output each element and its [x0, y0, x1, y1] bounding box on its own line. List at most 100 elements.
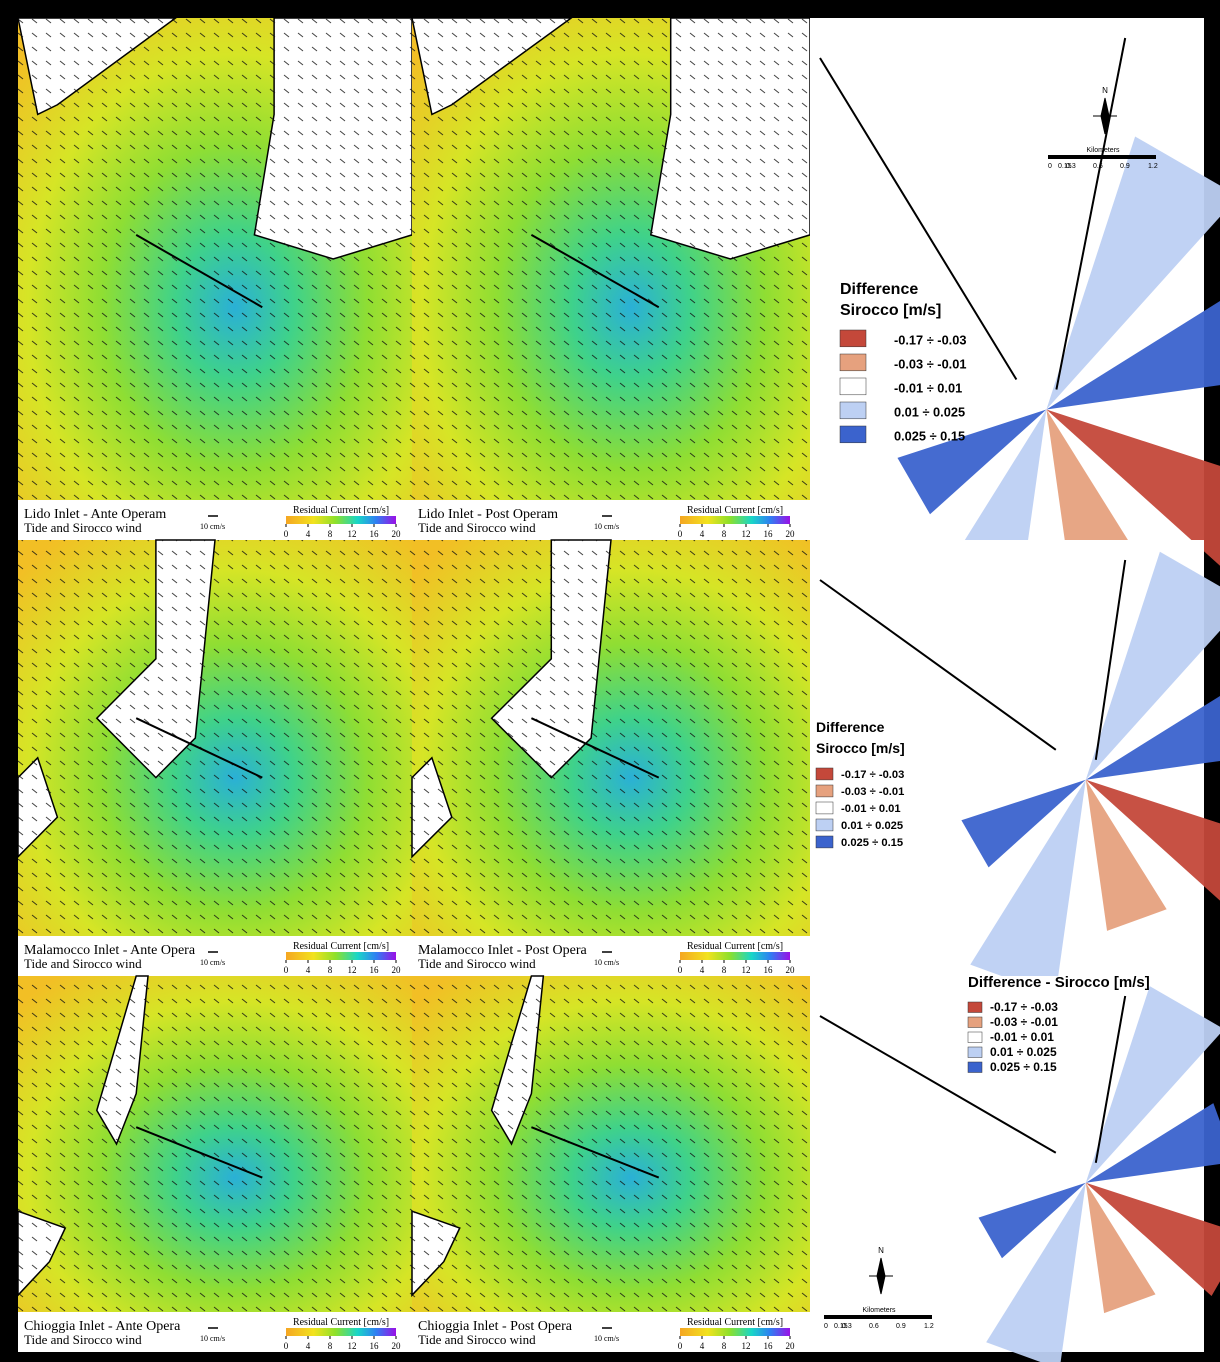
- panel-subtitle: Tide and Sirocco wind: [24, 520, 142, 535]
- colorbar-tick-label: 4: [700, 1341, 705, 1351]
- legend-swatch: [968, 1017, 982, 1028]
- panel-subtitle: Tide and Sirocco wind: [24, 956, 142, 971]
- colorbar-tick-label: 20: [392, 529, 402, 539]
- colorbar: [286, 1328, 396, 1336]
- scale-label: 0.6: [1093, 163, 1103, 170]
- colorbar-tick-label: 8: [722, 1341, 727, 1351]
- colorbar-tick-label: 0: [284, 529, 289, 539]
- legend-swatch: [840, 330, 866, 347]
- vector-field: [18, 540, 412, 936]
- legend-title: Difference: [816, 719, 885, 735]
- colorbar: [680, 1328, 790, 1336]
- panel-subtitle: Tide and Sirocco wind: [418, 520, 536, 535]
- vector-field: [412, 540, 810, 936]
- legend-title: Sirocco [m/s]: [840, 302, 941, 319]
- colorbar-tick-label: 0: [284, 1341, 289, 1351]
- legend-swatch: [840, 402, 866, 419]
- colorbar-title: Residual Current [cm/s]: [293, 1317, 389, 1328]
- colorbar-tick-label: 4: [306, 965, 311, 975]
- scale-unit: Kilometers: [862, 1307, 896, 1314]
- colorbar-title: Residual Current [cm/s]: [687, 941, 783, 952]
- arrow-label: 10 cm/s: [594, 1334, 619, 1343]
- legend-label: -0.01 ÷ 0.01: [990, 1030, 1054, 1044]
- colorbar-tick-label: 12: [742, 529, 751, 539]
- scale-label: 1.2: [1148, 163, 1158, 170]
- colorbar-tick-label: 12: [348, 1341, 357, 1351]
- legend-swatch: [816, 836, 833, 848]
- colorbar-tick-label: 0: [678, 965, 683, 975]
- legend-swatch: [816, 802, 833, 814]
- legend-swatch: [840, 426, 866, 443]
- north-label: N: [1102, 86, 1108, 95]
- legend-swatch: [816, 819, 833, 831]
- colorbar: [680, 516, 790, 524]
- colorbar-title: Residual Current [cm/s]: [293, 941, 389, 952]
- scale-label: 1.2: [924, 1323, 934, 1330]
- legend-title: Sirocco [m/s]: [816, 740, 905, 756]
- scale-label: 0: [824, 1323, 828, 1330]
- colorbar-tick-label: 8: [722, 529, 727, 539]
- colorbar-tick-label: 16: [370, 529, 380, 539]
- legend-swatch: [816, 785, 833, 797]
- scale-label: 0.9: [896, 1323, 906, 1330]
- arrow-label: 10 cm/s: [594, 522, 619, 531]
- colorbar-tick-label: 8: [328, 1341, 333, 1351]
- figure: Lido Inlet - Ante OperamTide and Sirocco…: [0, 0, 1220, 1362]
- scale-label: 0: [1048, 163, 1052, 170]
- difference-panel: Difference Sirocco [m/s] -0.17 ÷ -0.03 -0.0…: [810, 540, 1220, 996]
- legend-label: -0.03 ÷ -0.01: [841, 786, 904, 798]
- colorbar-tick-label: 16: [764, 965, 774, 975]
- colorbar-title: Residual Current [cm/s]: [293, 505, 389, 516]
- colorbar: [286, 516, 396, 524]
- legend-label: -0.01 ÷ 0.01: [894, 380, 962, 395]
- legend-label: 0.025 ÷ 0.15: [841, 837, 903, 849]
- legend-label: 0.01 ÷ 0.025: [894, 404, 965, 419]
- colorbar-tick-label: 4: [700, 529, 705, 539]
- scale-unit: Kilometers: [1086, 147, 1120, 154]
- legend-label: 0.01 ÷ 0.025: [841, 820, 903, 832]
- scale-bar: [1048, 155, 1156, 159]
- colorbar-tick-label: 8: [722, 965, 727, 975]
- panel-subtitle: Tide and Sirocco wind: [418, 956, 536, 971]
- colorbar-tick-label: 20: [786, 965, 796, 975]
- map-panel: Chioggia Inlet - Post OperaTide and Siro…: [412, 976, 810, 1352]
- legend-swatch: [968, 1002, 982, 1013]
- legend-swatch: [840, 354, 866, 371]
- scale-label: 0.6: [869, 1323, 879, 1330]
- legend-label: 0.01 ÷ 0.025: [990, 1045, 1057, 1059]
- legend-label: -0.17 ÷ -0.03: [841, 769, 904, 781]
- panel-subtitle: Tide and Sirocco wind: [418, 1332, 536, 1347]
- legend-label: 0.025 ÷ 0.15: [990, 1060, 1057, 1074]
- colorbar-tick-label: 16: [764, 529, 774, 539]
- colorbar-tick-label: 12: [348, 965, 357, 975]
- legend-title: Difference: [840, 281, 918, 298]
- colorbar-tick-label: 20: [392, 1341, 402, 1351]
- vector-field: [18, 18, 412, 500]
- colorbar-tick-label: 12: [348, 529, 357, 539]
- legend-label: -0.03 ÷ -0.01: [894, 356, 966, 371]
- arrow-label: 10 cm/s: [200, 522, 225, 531]
- legend-swatch: [968, 1047, 982, 1058]
- colorbar-tick-label: 0: [678, 1341, 683, 1351]
- legend-title: Difference - Sirocco [m/s]: [968, 974, 1150, 991]
- colorbar-tick-label: 4: [700, 965, 705, 975]
- north-label: N: [878, 1246, 884, 1255]
- colorbar-tick-label: 12: [742, 1341, 751, 1351]
- legend-label: -0.01 ÷ 0.01: [841, 803, 901, 815]
- map-panel: Malamocco Inlet - Ante OperaTide and Sir…: [18, 540, 412, 976]
- colorbar-tick-label: 8: [328, 965, 333, 975]
- colorbar-tick-label: 16: [370, 1341, 380, 1351]
- scale-label: 0.9: [1120, 163, 1130, 170]
- legend-label: -0.17 ÷ -0.03: [990, 1000, 1058, 1014]
- colorbar-tick-label: 12: [742, 965, 751, 975]
- scale-label: 0.3: [1066, 163, 1076, 170]
- colorbar-tick-label: 8: [328, 529, 333, 539]
- legend-swatch: [968, 1062, 982, 1073]
- scale-label: 0.3: [842, 1323, 852, 1330]
- colorbar-title: Residual Current [cm/s]: [687, 505, 783, 516]
- vector-field: [412, 18, 810, 500]
- arrow-label: 10 cm/s: [200, 1334, 225, 1343]
